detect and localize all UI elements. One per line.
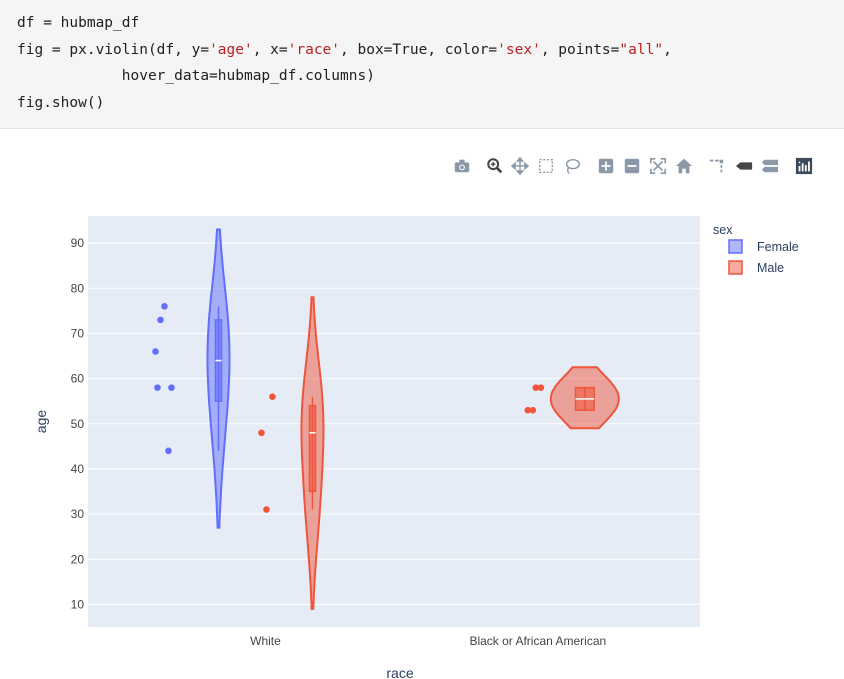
- hover-compare-icon[interactable]: [760, 156, 780, 176]
- zoom-out-icon[interactable]: [622, 156, 642, 176]
- autoscale-icon[interactable]: [648, 156, 668, 176]
- y-tick-label: 70: [71, 326, 85, 340]
- data-point: [269, 393, 276, 400]
- code-token: 'sex': [497, 41, 541, 58]
- modebar: [450, 156, 820, 178]
- zoom-icon[interactable]: [485, 156, 505, 176]
- data-point: [532, 384, 540, 391]
- code-token: hover_data=hubmap_df.columns): [17, 68, 375, 84]
- data-point: [168, 384, 175, 391]
- code-line: df = hubmap_df: [17, 14, 139, 32]
- data-point: [537, 384, 545, 391]
- y-tick-label: 10: [71, 597, 85, 611]
- y-tick-label: 20: [71, 552, 85, 566]
- reset-axes-icon[interactable]: [674, 156, 694, 176]
- box-select-icon[interactable]: [536, 156, 556, 176]
- x-tick-label: White: [250, 634, 281, 648]
- y-tick-label: 80: [71, 281, 85, 295]
- data-point: [524, 406, 532, 414]
- x-axis-title: race: [386, 665, 413, 679]
- spike-lines-icon[interactable]: [706, 156, 726, 176]
- code-line: fig = px.violin(df, y='age', x='race', b…: [17, 41, 672, 59]
- data-point: [161, 303, 168, 310]
- code-token: , box=True, color=: [340, 41, 498, 58]
- plot-background: [88, 216, 700, 627]
- code-token: "all": [619, 41, 664, 58]
- pan-icon[interactable]: [510, 156, 530, 176]
- y-tick-label: 40: [71, 462, 85, 476]
- y-tick-label: 60: [71, 372, 85, 386]
- data-point: [258, 429, 265, 437]
- code-token: , points=: [540, 41, 620, 58]
- hover-closest-icon[interactable]: [734, 156, 754, 176]
- zoom-in-icon[interactable]: [596, 156, 616, 176]
- violin-chart: 10 20 30 40 50 60 70 80 90 White Black or African …: [33, 216, 799, 679]
- legend-swatch: [728, 260, 743, 275]
- code-line: hover_data=hubmap_df.columns): [17, 67, 375, 85]
- legend-swatch: [728, 239, 743, 254]
- code-token: df = hubmap_df: [17, 15, 140, 31]
- data-point: [152, 348, 159, 355]
- code-token: fig = px.violin(df, y=: [17, 41, 210, 58]
- code-token: 'race': [287, 41, 341, 58]
- code-line: fig.show(): [17, 94, 104, 112]
- code-token: , x=: [252, 41, 288, 58]
- code-token: fig.show(): [17, 94, 105, 111]
- code-token: 'age': [209, 41, 253, 58]
- data-point: [263, 506, 270, 513]
- y-tick-label: 50: [71, 417, 85, 431]
- plotly-logo-icon[interactable]: [794, 156, 814, 176]
- y-tick-label: 90: [71, 236, 85, 250]
- data-point: [529, 406, 537, 414]
- y-tick-label: 30: [71, 507, 85, 521]
- data-point: [157, 316, 164, 324]
- x-tick-label: Black or African American: [469, 634, 606, 648]
- data-point: [165, 447, 172, 455]
- y-axis-title: age: [33, 410, 49, 434]
- legend-item-label: Female: [757, 240, 799, 254]
- legend-item-label: Male: [757, 261, 784, 275]
- data-point: [154, 384, 161, 391]
- code-token: ,: [663, 41, 672, 58]
- camera-icon[interactable]: [452, 156, 472, 176]
- box-iqr: [308, 404, 317, 493]
- legend-title: sex: [713, 223, 733, 237]
- lasso-select-icon[interactable]: [562, 156, 582, 176]
